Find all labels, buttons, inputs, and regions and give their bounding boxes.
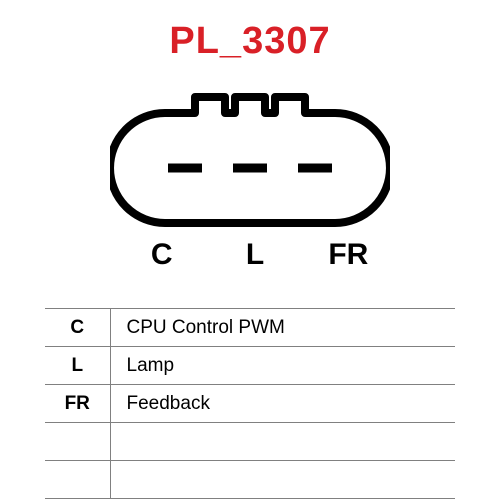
legend-desc xyxy=(110,461,455,499)
legend-table: C CPU Control PWM L Lamp FR Feedback xyxy=(45,308,455,499)
legend-code: L xyxy=(45,347,110,385)
legend-desc: Feedback xyxy=(110,385,455,423)
pin-label-l: L xyxy=(208,238,301,278)
legend-code: FR xyxy=(45,385,110,423)
legend-code: C xyxy=(45,309,110,347)
pin-label-fr: FR xyxy=(302,238,395,278)
legend-desc: Lamp xyxy=(110,347,455,385)
legend-code xyxy=(45,423,110,461)
connector-diagram xyxy=(110,75,390,235)
legend-desc: CPU Control PWM xyxy=(110,309,455,347)
table-row: L Lamp xyxy=(45,347,455,385)
table-row xyxy=(45,423,455,461)
pin-labels-row: C L FR xyxy=(115,238,395,278)
part-number-title: PL_3307 xyxy=(0,20,500,63)
table-row: C CPU Control PWM xyxy=(45,309,455,347)
table-row xyxy=(45,461,455,499)
legend-desc xyxy=(110,423,455,461)
pin-label-c: C xyxy=(115,238,208,278)
table-row: FR Feedback xyxy=(45,385,455,423)
legend-code xyxy=(45,461,110,499)
